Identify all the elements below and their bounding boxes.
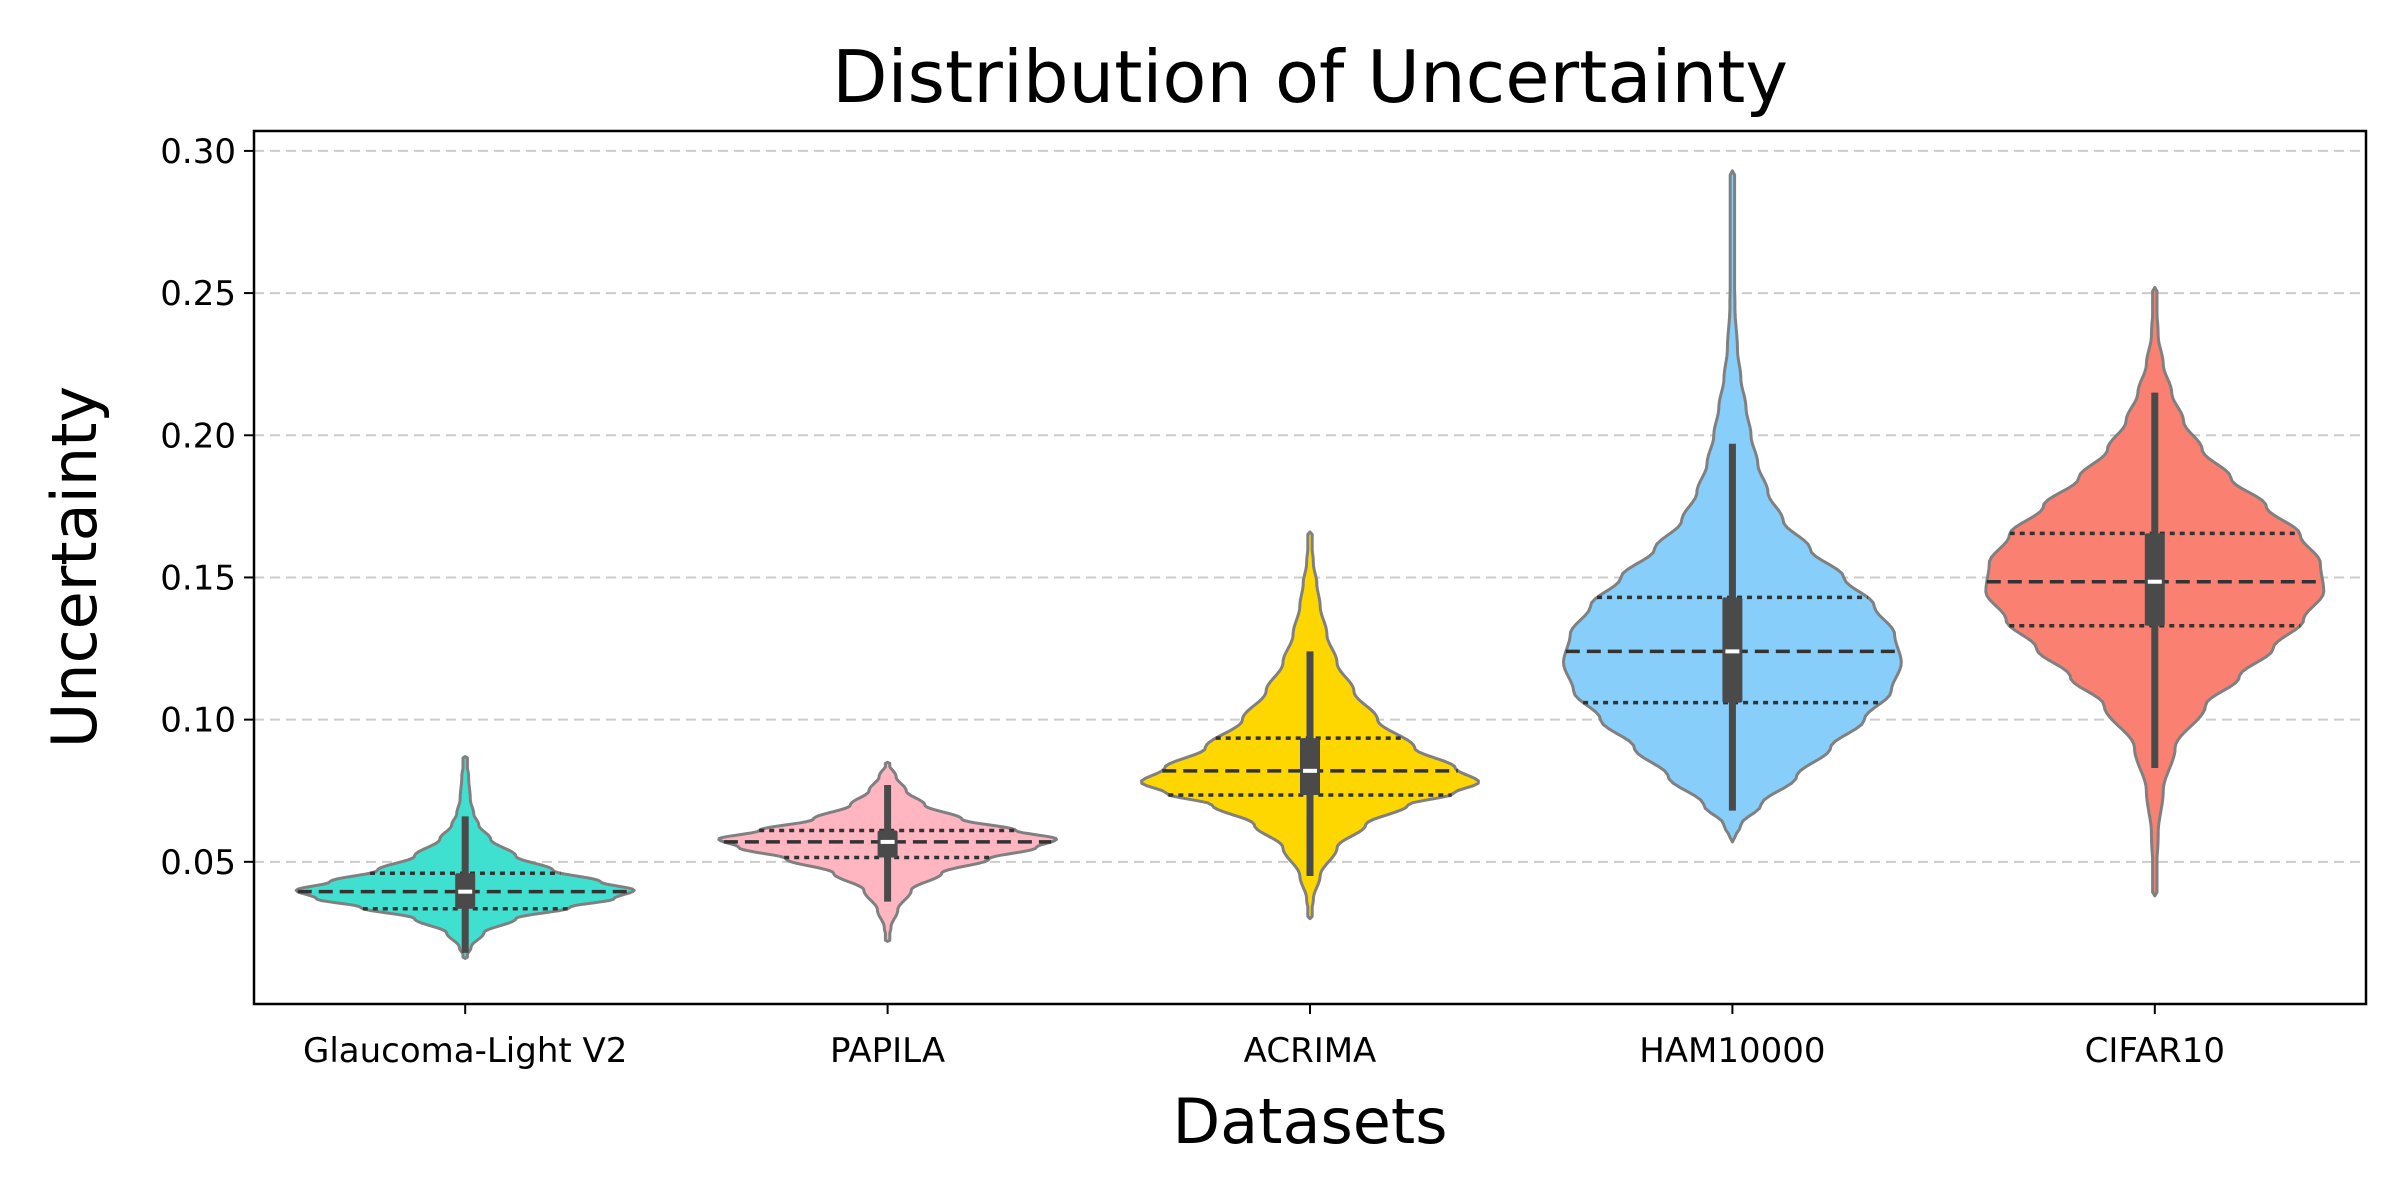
violin-group	[717, 760, 1058, 943]
y-tick-label: 0.10	[160, 701, 236, 741]
x-axis-label: Datasets	[1172, 1085, 1447, 1158]
x-tick-label: CIFAR10	[2085, 1031, 2225, 1071]
violin-box	[1300, 738, 1320, 795]
y-tick-label: 0.20	[160, 416, 236, 456]
x-tick-label: HAM10000	[1639, 1031, 1825, 1071]
x-tick-label: ACRIMA	[1244, 1031, 1377, 1071]
violin-layer	[294, 169, 2326, 960]
axis-layer: 0.05 0.10 0.15 0.20 0.25 0.30 Glaucoma-Light V…	[160, 132, 2225, 1071]
chart-title: Distribution of Uncertainty	[832, 35, 1788, 119]
y-tick-label: 0.25	[160, 274, 236, 314]
x-tick-label: Glaucoma-Light V2	[303, 1031, 627, 1071]
violin-box	[2144, 533, 2165, 626]
y-tick-label: 0.05	[160, 843, 236, 883]
y-tick-label: 0.30	[160, 132, 236, 172]
x-tick-label: PAPILA	[830, 1031, 945, 1071]
violin-group	[1984, 285, 2326, 898]
violin-group	[1562, 169, 1903, 844]
violin-group	[294, 755, 636, 960]
y-axis-label: Uncertainty	[38, 386, 111, 748]
violin-group	[1140, 530, 1480, 921]
violin-box	[877, 830, 898, 858]
y-tick-label: 0.15	[160, 558, 236, 598]
